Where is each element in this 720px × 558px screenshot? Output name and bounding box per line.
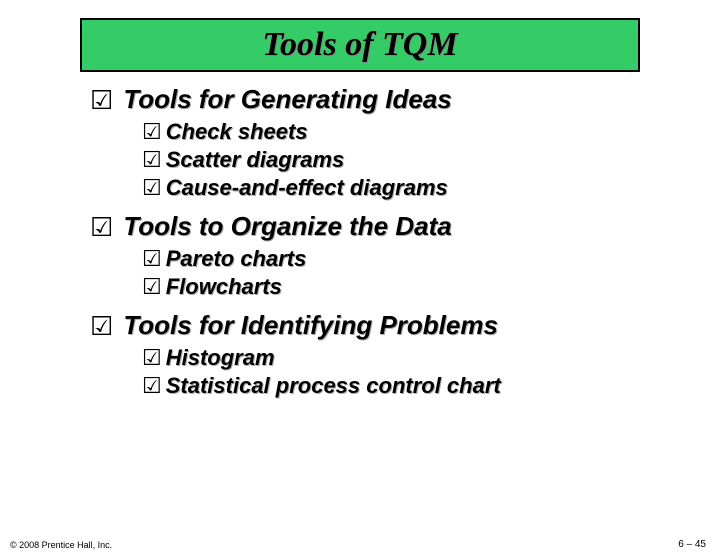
section-heading: Tools to Organize the Data bbox=[123, 211, 451, 242]
checkbox-icon: ☑ bbox=[90, 312, 113, 340]
checkbox-icon: ☑ bbox=[142, 345, 162, 371]
section-organize-data: ☑ Tools to Organize the Data ☑ Pareto ch… bbox=[90, 211, 650, 300]
item-label: Check sheets bbox=[166, 119, 308, 145]
section-heading: Tools for Identifying Problems bbox=[123, 310, 498, 341]
checkbox-icon: ☑ bbox=[142, 246, 162, 272]
copyright-text: © 2008 Prentice Hall, Inc. bbox=[10, 540, 112, 550]
item-list: ☑ Histogram ☑ Statistical process contro… bbox=[90, 345, 650, 399]
list-item: ☑ Cause-and-effect diagrams bbox=[142, 175, 650, 201]
checkbox-icon: ☑ bbox=[142, 274, 162, 300]
title-banner: Tools of TQM bbox=[80, 18, 640, 72]
section-header: ☑ Tools for Identifying Problems bbox=[90, 310, 650, 341]
section-header: ☑ Tools for Generating Ideas bbox=[90, 84, 650, 115]
item-list: ☑ Check sheets ☑ Scatter diagrams ☑ Caus… bbox=[90, 119, 650, 201]
list-item: ☑ Statistical process control chart bbox=[142, 373, 650, 399]
item-label: Histogram bbox=[166, 345, 275, 371]
content-area: ☑ Tools for Generating Ideas ☑ Check she… bbox=[0, 84, 720, 399]
item-label: Statistical process control chart bbox=[166, 373, 501, 399]
list-item: ☑ Scatter diagrams bbox=[142, 147, 650, 173]
list-item: ☑ Check sheets bbox=[142, 119, 650, 145]
list-item: ☑ Flowcharts bbox=[142, 274, 650, 300]
section-generating-ideas: ☑ Tools for Generating Ideas ☑ Check she… bbox=[90, 84, 650, 201]
checkbox-icon: ☑ bbox=[142, 147, 162, 173]
item-label: Cause-and-effect diagrams bbox=[166, 175, 448, 201]
checkbox-icon: ☑ bbox=[90, 86, 113, 114]
list-item: ☑ Histogram bbox=[142, 345, 650, 371]
checkbox-icon: ☑ bbox=[142, 373, 162, 399]
item-label: Flowcharts bbox=[166, 274, 282, 300]
item-label: Scatter diagrams bbox=[166, 147, 345, 173]
list-item: ☑ Pareto charts bbox=[142, 246, 650, 272]
section-identifying-problems: ☑ Tools for Identifying Problems ☑ Histo… bbox=[90, 310, 650, 399]
checkbox-icon: ☑ bbox=[90, 213, 113, 241]
checkbox-icon: ☑ bbox=[142, 175, 162, 201]
section-heading: Tools for Generating Ideas bbox=[123, 84, 451, 115]
slide-title: Tools of TQM bbox=[82, 26, 638, 64]
page-number: 6 – 45 bbox=[678, 539, 706, 550]
item-label: Pareto charts bbox=[166, 246, 307, 272]
checkbox-icon: ☑ bbox=[142, 119, 162, 145]
item-list: ☑ Pareto charts ☑ Flowcharts bbox=[90, 246, 650, 300]
section-header: ☑ Tools to Organize the Data bbox=[90, 211, 650, 242]
